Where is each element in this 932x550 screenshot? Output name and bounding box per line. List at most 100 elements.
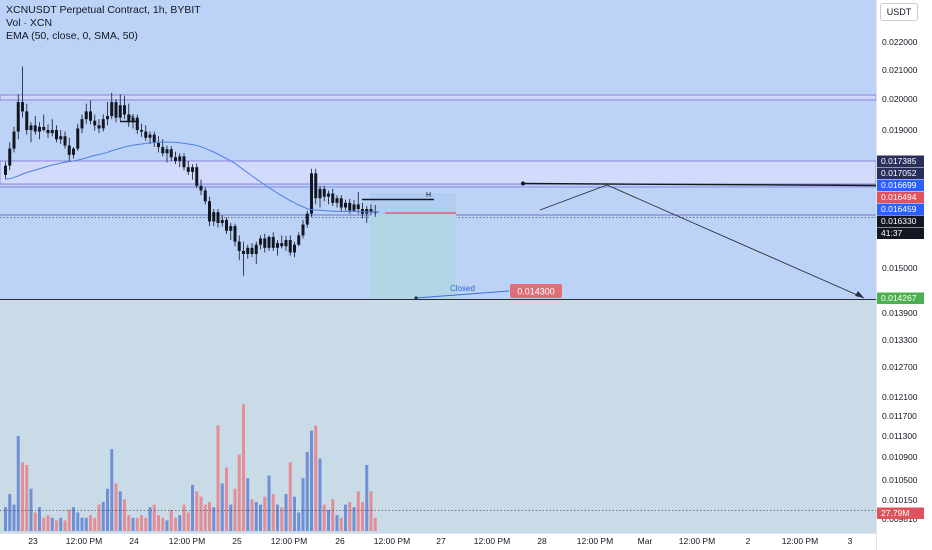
- candle-body: [216, 212, 220, 223]
- price-label-text: 0.016330: [881, 216, 917, 226]
- candle-body: [72, 148, 75, 155]
- candle-body: [8, 148, 12, 166]
- price-label-badge: [877, 507, 924, 519]
- candle-body: [110, 102, 114, 117]
- h-mark-1: H: [129, 114, 134, 121]
- volume-bar: [89, 515, 92, 531]
- candle-body: [118, 105, 122, 118]
- time-tick-label: 12:00 PM: [577, 536, 613, 546]
- time-tick-label: 28: [537, 536, 547, 546]
- price-tick-label: 0.012100: [882, 392, 918, 402]
- candle-body: [29, 125, 33, 130]
- candle-body: [301, 224, 305, 236]
- volume-bar: [310, 430, 313, 531]
- candle-body: [16, 102, 20, 132]
- candle-body: [280, 243, 284, 247]
- candle-body: [191, 167, 194, 172]
- time-axis[interactable]: [0, 533, 876, 550]
- candle-body: [293, 244, 296, 253]
- volume-bar: [263, 496, 267, 531]
- price-labels: 0.017385 0.017052 0.016699 0.016494 0.016459…: [877, 155, 924, 519]
- horizontal-ray: [521, 182, 877, 187]
- volume-bar: [259, 504, 262, 531]
- candle-body: [220, 219, 224, 223]
- ema-line: [5, 141, 380, 213]
- volume-bar: [110, 449, 114, 531]
- candle-body: [250, 247, 254, 254]
- candle-body: [89, 111, 92, 121]
- price-tick-label: 0.020000: [882, 94, 918, 104]
- volume-bar: [361, 501, 364, 531]
- volume-bar: [72, 507, 75, 531]
- price-axis[interactable]: [876, 0, 932, 550]
- closed-price-text: 0.014300: [517, 287, 555, 297]
- volume-bar: [8, 494, 12, 531]
- candle-body: [369, 209, 373, 213]
- candle-body: [12, 131, 16, 149]
- volume-bar: [12, 504, 16, 531]
- volume-bar: [84, 517, 88, 531]
- candle-body: [195, 167, 199, 186]
- candle-body: [182, 156, 186, 168]
- price-label-text: 0.016699: [881, 180, 917, 190]
- volume-bar: [76, 512, 80, 531]
- volume-bar: [280, 507, 284, 531]
- price-label-text: 0.017385: [881, 156, 917, 166]
- candle-body: [174, 157, 177, 161]
- time-tick-label: 12:00 PM: [679, 536, 715, 546]
- time-tick-label: 27: [436, 536, 446, 546]
- volume-bar: [297, 512, 301, 531]
- volume-bar: [21, 462, 24, 531]
- price-tick-label: 0.011300: [882, 431, 917, 441]
- price-label-badge: [877, 191, 924, 203]
- candle-body: [310, 173, 313, 214]
- candle-body: [144, 131, 148, 138]
- volume-bar: [169, 509, 173, 531]
- price-tick-label: 0.021000: [882, 65, 918, 75]
- volume-bar: [186, 512, 190, 531]
- candle-body: [263, 238, 267, 248]
- candle-body: [101, 119, 105, 129]
- candle-body: [33, 125, 37, 132]
- candles: [4, 66, 377, 276]
- candle-body: [271, 236, 275, 248]
- candle-body: [84, 111, 88, 120]
- price-tick-label: 0.019000: [882, 125, 918, 135]
- volume-bar: [246, 478, 250, 531]
- volume-bar: [33, 512, 37, 531]
- volume-bar: [123, 499, 126, 531]
- volume-bar: [135, 517, 139, 531]
- candle-body: [76, 128, 80, 149]
- price-label-badge: [877, 292, 924, 304]
- candle-body: [127, 114, 131, 123]
- volume-bar: [29, 488, 33, 531]
- volume-bar: [229, 504, 233, 531]
- volume-bar: [59, 517, 63, 531]
- candle-body: [161, 147, 165, 154]
- volume-bar: [97, 504, 101, 531]
- candle-body: [67, 145, 71, 155]
- candle-body: [4, 165, 7, 175]
- currency-button[interactable]: USDT: [880, 3, 918, 21]
- candle-body: [123, 105, 126, 115]
- volume-bar: [140, 515, 143, 531]
- volume-bar: [144, 517, 148, 531]
- volume-bar: [233, 488, 237, 531]
- candle-body: [55, 130, 58, 140]
- candle-body: [254, 244, 258, 254]
- volume-bar: [55, 520, 58, 531]
- candle-body: [284, 240, 288, 247]
- candle-body: [318, 188, 322, 199]
- candle-body: [21, 102, 24, 112]
- candle-body: [131, 117, 135, 123]
- volume-bar: [25, 465, 29, 531]
- candle-body: [38, 126, 41, 132]
- price-tick-label: 0.012700: [882, 362, 918, 372]
- candle-body: [335, 198, 339, 203]
- volume-bar: [322, 504, 326, 531]
- volume-bar: [131, 517, 135, 531]
- price-tick-label: 0.015000: [882, 263, 918, 273]
- volume-bar: [276, 504, 279, 531]
